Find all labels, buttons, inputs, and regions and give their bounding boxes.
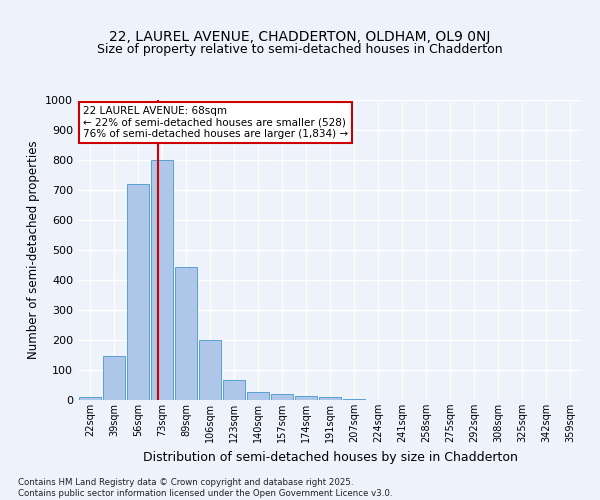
Bar: [79, 397, 101, 400]
X-axis label: Distribution of semi-detached houses by size in Chadderton: Distribution of semi-detached houses by …: [143, 450, 517, 464]
Bar: [247, 392, 269, 400]
Bar: [295, 396, 317, 400]
Text: 22 LAUREL AVENUE: 68sqm
← 22% of semi-detached houses are smaller (528)
76% of s: 22 LAUREL AVENUE: 68sqm ← 22% of semi-de…: [83, 106, 348, 139]
Bar: [175, 266, 197, 400]
Text: Size of property relative to semi-detached houses in Chadderton: Size of property relative to semi-detach…: [97, 44, 503, 57]
Bar: [127, 184, 149, 400]
Bar: [103, 356, 125, 400]
Bar: [271, 394, 293, 400]
Bar: [319, 397, 341, 400]
Text: Contains HM Land Registry data © Crown copyright and database right 2025.
Contai: Contains HM Land Registry data © Crown c…: [18, 478, 392, 498]
Bar: [151, 160, 173, 400]
Text: 22, LAUREL AVENUE, CHADDERTON, OLDHAM, OL9 0NJ: 22, LAUREL AVENUE, CHADDERTON, OLDHAM, O…: [109, 30, 491, 44]
Bar: [223, 380, 245, 400]
Bar: [199, 340, 221, 400]
Bar: [343, 398, 365, 400]
Y-axis label: Number of semi-detached properties: Number of semi-detached properties: [26, 140, 40, 360]
